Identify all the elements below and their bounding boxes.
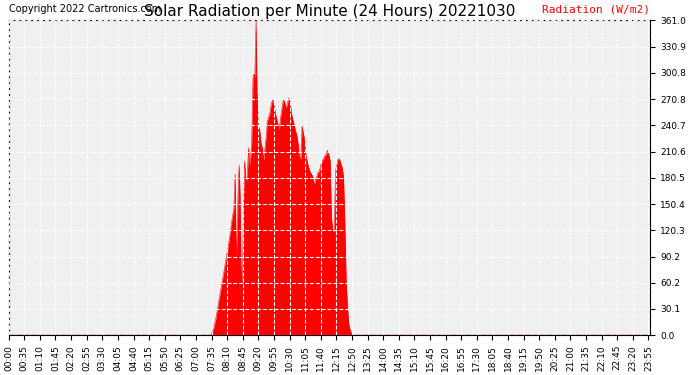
Text: Copyright 2022 Cartronics.com: Copyright 2022 Cartronics.com <box>9 4 161 14</box>
Title: Solar Radiation per Minute (24 Hours) 20221030: Solar Radiation per Minute (24 Hours) 20… <box>144 4 515 19</box>
Text: Radiation (W/m2): Radiation (W/m2) <box>542 4 650 14</box>
